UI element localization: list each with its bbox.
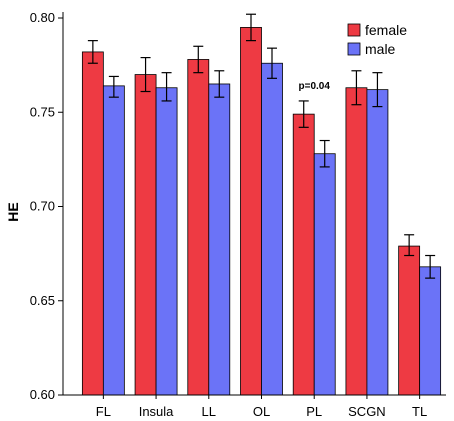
bar-female-SCGN	[345, 87, 368, 396]
bar-male-SCGN	[366, 89, 389, 396]
bar-female-OL	[240, 27, 262, 396]
legend-swatch-female	[347, 23, 361, 37]
x-tick-label-TL: TL	[412, 404, 427, 419]
y-tick-label: 0.80	[30, 10, 55, 25]
legend-swatch-male	[347, 42, 361, 56]
bar-male-FL	[102, 85, 125, 396]
bar-female-LL	[187, 59, 210, 396]
annotation-pvalue: p=0.04	[299, 81, 331, 92]
bar-male-Insula	[155, 87, 178, 396]
y-tick-label: 0.60	[30, 387, 55, 402]
bar-male-OL	[261, 62, 283, 396]
x-tick-label-LL: LL	[202, 404, 216, 419]
y-tick-label: 0.70	[30, 199, 55, 214]
bar-female-FL	[81, 51, 104, 396]
bar-male-TL	[419, 266, 442, 396]
x-tick-label-SCGN: SCGN	[348, 404, 386, 419]
legend-label-male: male	[365, 41, 396, 57]
y-tick-label: 0.65	[30, 293, 55, 308]
y-ticks-layer: 0.60 0.65 0.70 0.75 0.80	[30, 10, 63, 402]
axes-layer	[62, 12, 446, 396]
y-axis-title: HE	[5, 202, 21, 221]
x-labels-layer: FL Insula LL OL PL SCGN TL	[96, 395, 427, 419]
x-tick-label-PL: PL	[306, 404, 322, 419]
bar-female-PL	[292, 113, 315, 396]
legend: female male	[347, 22, 407, 57]
x-tick-label-FL: FL	[96, 404, 111, 419]
legend-label-female: female	[365, 22, 407, 38]
x-tick-label-OL: OL	[253, 404, 270, 419]
bar-female-Insula	[134, 74, 157, 396]
error-bars-layer	[87, 13, 436, 279]
bar-female-TL	[398, 245, 421, 396]
bar-male-LL	[208, 83, 231, 396]
x-tick-label-Insula: Insula	[139, 404, 174, 419]
bars-layer	[81, 27, 442, 396]
annotations-layer: p=0.04	[299, 81, 331, 92]
y-tick-label: 0.75	[30, 104, 55, 119]
bar-male-PL	[313, 153, 336, 396]
